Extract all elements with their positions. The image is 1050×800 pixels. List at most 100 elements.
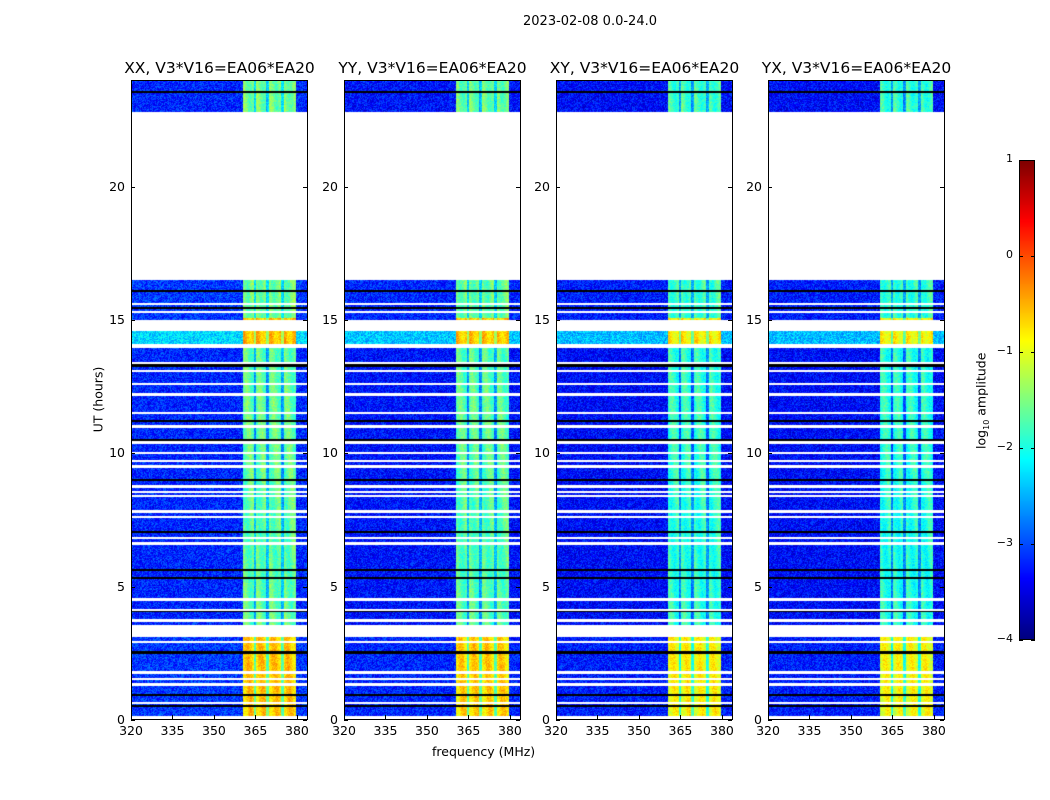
- x-tick-label: 365: [243, 723, 268, 738]
- waterfall-panel: [131, 80, 308, 720]
- x-tick-label: 335: [373, 723, 398, 738]
- colorbar-label: log10 amplitude: [973, 352, 991, 449]
- colorbar-tick-label: −1: [996, 344, 1013, 357]
- waterfall-heatmap: [132, 81, 307, 719]
- x-tick-label: 365: [880, 723, 905, 738]
- y-tick-mark: [768, 320, 772, 321]
- colorbar-tick-label: −3: [996, 536, 1013, 549]
- y-tick-label: 0: [754, 712, 762, 727]
- y-tick-mark: [940, 186, 944, 188]
- y-tick-mark: [728, 186, 732, 188]
- y-tick-mark: [344, 720, 348, 721]
- x-tick-mark: [721, 715, 723, 719]
- y-tick-mark: [556, 320, 560, 321]
- x-tick-mark: [638, 715, 640, 719]
- y-tick-mark: [940, 453, 944, 455]
- waterfall-panel: [556, 80, 733, 720]
- y-tick-mark: [728, 720, 732, 721]
- y-tick-mark: [556, 186, 560, 188]
- y-tick-mark: [556, 453, 560, 455]
- colorbar-tick-mark: [1019, 448, 1023, 449]
- colorbar-tick-mark: [1019, 256, 1023, 257]
- y-tick-mark: [556, 586, 560, 588]
- y-tick-mark: [131, 320, 135, 321]
- y-tick-mark: [303, 720, 307, 721]
- x-tick-mark: [385, 715, 387, 719]
- waterfall-panel: [768, 80, 945, 720]
- figure-title: 2023-02-08 0.0-24.0: [523, 14, 657, 29]
- x-tick-mark: [255, 715, 257, 719]
- x-tick-mark: [344, 715, 345, 719]
- colorbar-tick-mark: [1031, 352, 1035, 353]
- x-tick-mark: [809, 715, 811, 719]
- colorbar-tick-label: 0: [1006, 248, 1013, 261]
- x-tick-label: 350: [202, 723, 226, 738]
- y-tick-mark: [131, 720, 135, 721]
- x-tick-mark: [172, 715, 174, 719]
- y-tick-mark: [303, 453, 307, 455]
- waterfall-panel: [344, 80, 521, 720]
- y-tick-label: 0: [330, 712, 338, 727]
- x-tick-label: 350: [627, 723, 651, 738]
- y-tick-label: 5: [330, 578, 338, 594]
- y-tick-mark: [768, 453, 772, 455]
- x-tick-mark: [850, 715, 852, 719]
- y-tick-mark: [516, 720, 520, 721]
- x-tick-mark: [468, 715, 470, 719]
- x-tick-mark: [597, 715, 599, 719]
- y-tick-mark: [344, 320, 348, 321]
- y-tick-label: 5: [117, 578, 125, 594]
- colorbar-tick-label: 1: [1006, 152, 1013, 165]
- x-tick-label: 380: [922, 723, 946, 738]
- y-tick-mark: [344, 186, 348, 188]
- x-tick-mark: [131, 715, 132, 719]
- x-tick-label: 380: [285, 723, 309, 738]
- y-tick-label: 5: [542, 578, 550, 594]
- colorbar-tick-mark: [1019, 544, 1023, 545]
- y-tick-label: 0: [117, 712, 125, 727]
- y-tick-mark: [131, 586, 135, 588]
- x-tick-mark: [296, 715, 298, 719]
- y-tick-mark: [728, 586, 732, 588]
- y-tick-mark: [728, 320, 732, 321]
- panel-title: YY, V3*V16=EA06*EA20: [338, 59, 527, 77]
- waterfall-heatmap: [345, 81, 520, 719]
- colorbar-tick-label: −2: [996, 440, 1013, 453]
- x-tick-label: 365: [456, 723, 481, 738]
- y-tick-label: 10: [534, 445, 550, 461]
- x-tick-label: 335: [797, 723, 822, 738]
- y-tick-mark: [303, 320, 307, 321]
- y-tick-label: 0: [542, 712, 550, 727]
- y-tick-mark: [344, 586, 348, 588]
- y-tick-label: 15: [109, 312, 125, 327]
- x-tick-label: 320: [119, 723, 143, 738]
- y-tick-mark: [940, 720, 944, 721]
- y-tick-label: 15: [322, 312, 338, 327]
- y-tick-mark: [768, 186, 772, 188]
- y-tick-mark: [556, 720, 560, 721]
- panel-title: YX, V3*V16=EA06*EA20: [761, 59, 952, 77]
- colorbar-tick-mark: [1031, 448, 1035, 449]
- y-tick-mark: [303, 186, 307, 188]
- y-tick-mark: [940, 320, 944, 321]
- x-tick-mark: [892, 715, 894, 719]
- x-tick-label: 335: [160, 723, 185, 738]
- y-tick-mark: [768, 586, 772, 588]
- waterfall-heatmap: [557, 81, 732, 719]
- colorbar-tick-mark: [1031, 160, 1035, 161]
- y-tick-mark: [516, 453, 520, 455]
- y-tick-label: 20: [534, 178, 550, 194]
- x-tick-label: 320: [332, 723, 356, 738]
- colorbar-tick-mark: [1031, 544, 1035, 545]
- y-tick-mark: [131, 186, 135, 188]
- y-tick-label: 20: [109, 178, 125, 194]
- y-tick-mark: [516, 586, 520, 588]
- y-tick-label: 10: [746, 445, 762, 461]
- panel-title: XX, V3*V16=EA06*EA20: [124, 59, 315, 77]
- x-axis-label: frequency (MHz): [432, 744, 536, 759]
- panel-title: XY, V3*V16=EA06*EA20: [549, 59, 740, 77]
- y-tick-mark: [940, 586, 944, 588]
- x-tick-label: 380: [498, 723, 522, 738]
- colorbar-tick-mark: [1031, 256, 1035, 257]
